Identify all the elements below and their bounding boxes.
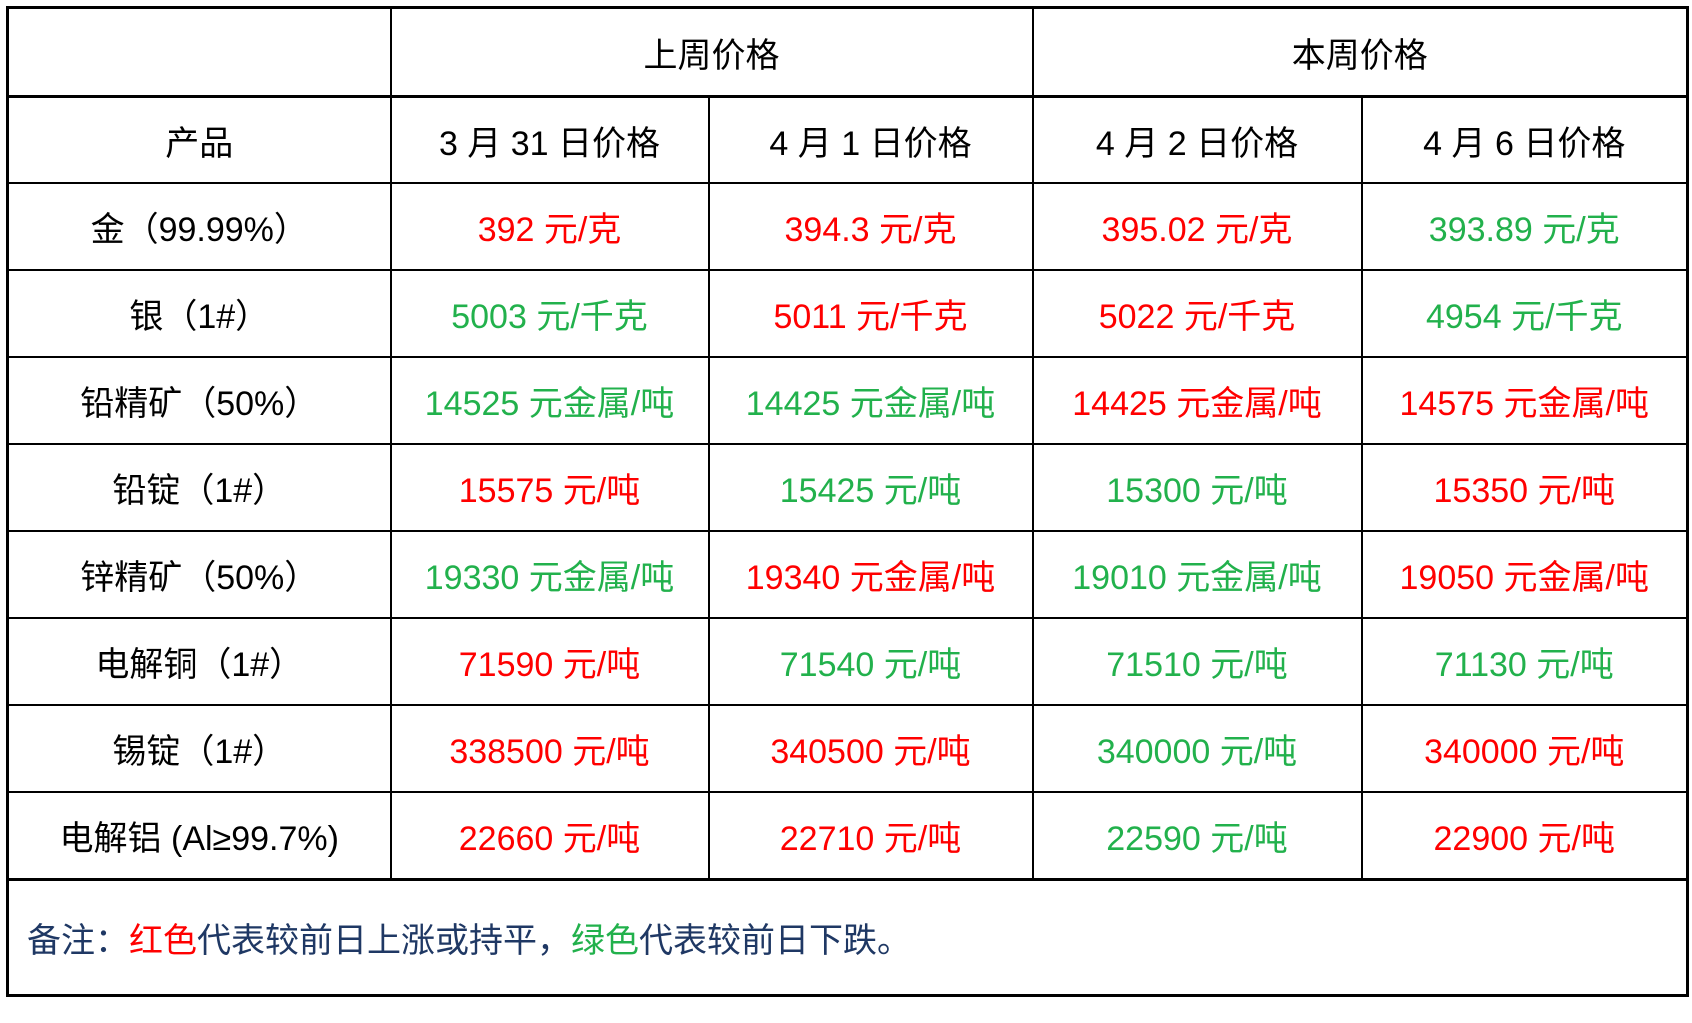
col-header-date-apr1: 4 月 1 日价格 [707,95,1034,184]
product-cell: 铅锭（1#） [6,443,392,532]
price-cell: 15300 元/吨 [1031,443,1363,532]
product-cell: 电解铝 (Al≥99.7%) [6,791,392,881]
product-cell: 锌精矿（50%） [6,530,392,619]
note-cell: 备注：红色代表较前日上涨或持平，绿色代表较前日下跌。 [6,878,1689,997]
price-cell: 71130 元/吨 [1360,617,1689,706]
price-cell: 19010 元金属/吨 [1031,530,1363,619]
note-row: 备注：红色代表较前日上涨或持平，绿色代表较前日下跌。 [6,878,1689,997]
table-row: 铅精矿（50%） 14525 元金属/吨 14425 元金属/吨 14425 元金属/… [6,356,1689,445]
price-cell: 14525 元金属/吨 [389,356,710,445]
product-cell: 电解铜（1#） [6,617,392,706]
price-cell: 395.02 元/克 [1031,182,1363,271]
product-cell: 金（99.99%） [6,182,392,271]
price-cell: 4954 元/千克 [1360,269,1689,358]
price-cell: 15350 元/吨 [1360,443,1689,532]
product-cell: 银（1#） [6,269,392,358]
metal-price-table: 上周价格 本周价格 产品 3 月 31 日价格 4 月 1 日价格 4 月 2 … [6,6,1689,997]
price-cell: 14575 元金属/吨 [1360,356,1689,445]
table-row: 银（1#） 5003 元/千克 5011 元/千克 5022 元/千克 4954 元/千… [6,269,1689,358]
price-cell: 22660 元/吨 [389,791,710,881]
col-header-date-mar31: 3 月 31 日价格 [389,95,710,184]
corner-empty-cell [6,6,392,98]
table-row: 锌精矿（50%） 19330 元金属/吨 19340 元金属/吨 19010 元金属/… [6,530,1689,619]
note-red-label: 红色 [129,922,197,960]
price-cell: 340000 元/吨 [1031,704,1363,793]
price-cell: 19050 元金属/吨 [1360,530,1689,619]
column-header-row: 产品 3 月 31 日价格 4 月 1 日价格 4 月 2 日价格 4 月 6 … [6,95,1689,184]
price-cell: 14425 元金属/吨 [1031,356,1363,445]
price-cell: 22590 元/吨 [1031,791,1363,881]
price-cell: 394.3 元/克 [707,182,1034,271]
price-cell: 19330 元金属/吨 [389,530,710,619]
price-cell: 71510 元/吨 [1031,617,1363,706]
note-prefix: 备注： [27,922,129,960]
price-cell: 393.89 元/克 [1360,182,1689,271]
col-header-date-apr6: 4 月 6 日价格 [1360,95,1689,184]
group-header-last-week: 上周价格 [389,6,1034,98]
price-cell: 5022 元/千克 [1031,269,1363,358]
price-cell: 14425 元金属/吨 [707,356,1034,445]
price-cell: 338500 元/吨 [389,704,710,793]
price-cell: 71590 元/吨 [389,617,710,706]
price-cell: 340500 元/吨 [707,704,1034,793]
header-group-row: 上周价格 本周价格 [6,6,1689,98]
price-cell: 392 元/克 [389,182,710,271]
note-green-description: 代表较前日下跌。 [639,922,911,960]
table-row: 电解铜（1#） 71590 元/吨 71540 元/吨 71510 元/吨 71130 … [6,617,1689,706]
price-cell: 15425 元/吨 [707,443,1034,532]
group-header-this-week: 本周价格 [1031,6,1689,98]
price-cell: 5003 元/千克 [389,269,710,358]
price-cell: 5011 元/千克 [707,269,1034,358]
col-header-date-apr2: 4 月 2 日价格 [1031,95,1363,184]
price-cell: 19340 元金属/吨 [707,530,1034,619]
table-row: 铅锭（1#） 15575 元/吨 15425 元/吨 15300 元/吨 15350 元… [6,443,1689,532]
table-row: 锡锭（1#） 338500 元/吨 340500 元/吨 340000 元/吨 3400… [6,704,1689,793]
product-cell: 锡锭（1#） [6,704,392,793]
price-cell: 15575 元/吨 [389,443,710,532]
note-green-label: 绿色 [571,922,639,960]
price-cell: 340000 元/吨 [1360,704,1689,793]
price-table-body: 金（99.99%） 392 元/克 394.3 元/克 395.02 元/克 393.8… [6,182,1689,881]
table-row: 金（99.99%） 392 元/克 394.3 元/克 395.02 元/克 393.8… [6,182,1689,271]
price-cell: 22710 元/吨 [707,791,1034,881]
table-row: 电解铝 (Al≥99.7%) 22660 元/吨 22710 元/吨 22590 元/… [6,791,1689,881]
note-red-description: 代表较前日上涨或持平， [197,922,571,960]
product-cell: 铅精矿（50%） [6,356,392,445]
price-cell: 22900 元/吨 [1360,791,1689,881]
price-cell: 71540 元/吨 [707,617,1034,706]
col-header-product: 产品 [6,95,392,184]
